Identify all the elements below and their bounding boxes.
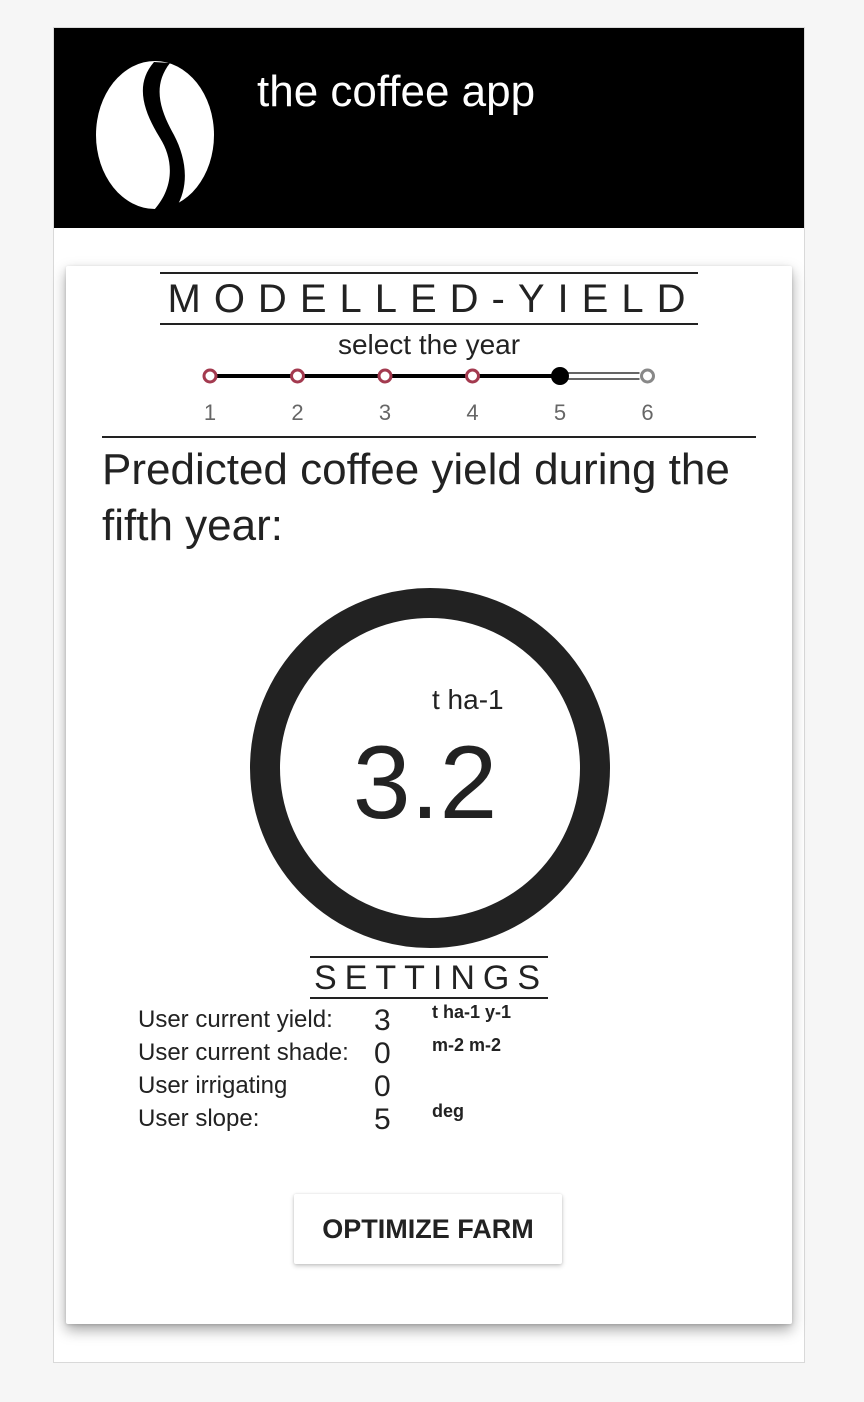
app-title: the coffee app [257, 67, 536, 116]
settings-label: User current yield: [138, 1006, 333, 1033]
settings-label: User slope: [138, 1105, 260, 1132]
coffee-bean-icon [96, 61, 214, 210]
yield-gauge: t ha-1 3.2 [250, 588, 610, 948]
yield-gauge-value: 3.2 [352, 725, 498, 841]
year-step-5[interactable] [551, 367, 569, 385]
settings-label: User irrigating [138, 1072, 288, 1099]
year-step-label-3[interactable]: 3 [378, 400, 392, 425]
year-step-1[interactable] [202, 368, 218, 384]
section-divider [102, 436, 756, 438]
settings-heading-text: SETTINGS [309, 956, 549, 999]
select-year-subtitle: select the year [337, 329, 521, 360]
modelled-yield-heading: MODELLED-YIELD [66, 272, 792, 325]
year-step-label-5[interactable]: 5 [553, 400, 567, 425]
settings-value: 3 [374, 1004, 391, 1037]
year-step-3[interactable] [377, 368, 393, 384]
year-stepper-track [202, 367, 655, 385]
settings-row-current-shade: User current shade: 0 m-2 m-2 [138, 1035, 638, 1070]
settings-value: 5 [374, 1103, 391, 1136]
year-step-label-6[interactable]: 6 [641, 400, 654, 425]
settings-row-irrigating: User irrigating 0 [138, 1070, 638, 1103]
year-step-label-1[interactable]: 1 [203, 400, 217, 425]
settings-table: User current yield: 3 t ha-1 y-1 User cu… [138, 1002, 638, 1136]
year-step-2[interactable] [290, 368, 305, 384]
settings-row-slope: User slope: 5 deg [138, 1101, 638, 1136]
yield-gauge-unit: t ha-1 [432, 684, 504, 715]
settings-value: 0 [374, 1037, 391, 1070]
settings-row-current-yield: User current yield: 3 t ha-1 y-1 [138, 1002, 638, 1037]
yield-card: MODELLED-YIELD select the year 1 2 3 4 5 6 Pr… [66, 266, 792, 1324]
year-step-label-4[interactable]: 4 [466, 400, 479, 425]
app-frame: the coffee app MODELLED-YIELD select the… [53, 27, 805, 1363]
settings-heading: SETTINGS [66, 956, 792, 999]
settings-unit: m-2 m-2 [432, 1035, 502, 1055]
year-step-6[interactable] [640, 368, 655, 384]
year-stepper: 1 2 3 4 5 6 [66, 362, 792, 432]
optimize-farm-button[interactable]: OPTIMIZE FARM [294, 1194, 562, 1264]
settings-label: User current shade: [138, 1039, 349, 1066]
settings-unit: t ha-1 y-1 [432, 1002, 512, 1022]
app-header: the coffee app [54, 28, 804, 228]
year-step-4[interactable] [465, 368, 480, 384]
modelled-yield-heading-text: MODELLED-YIELD [159, 272, 699, 325]
settings-unit: deg [432, 1101, 465, 1121]
year-step-label-2[interactable]: 2 [291, 400, 304, 425]
prediction-heading: Predicted coffee yield during the fifth … [102, 445, 730, 550]
settings-value: 0 [374, 1070, 391, 1103]
